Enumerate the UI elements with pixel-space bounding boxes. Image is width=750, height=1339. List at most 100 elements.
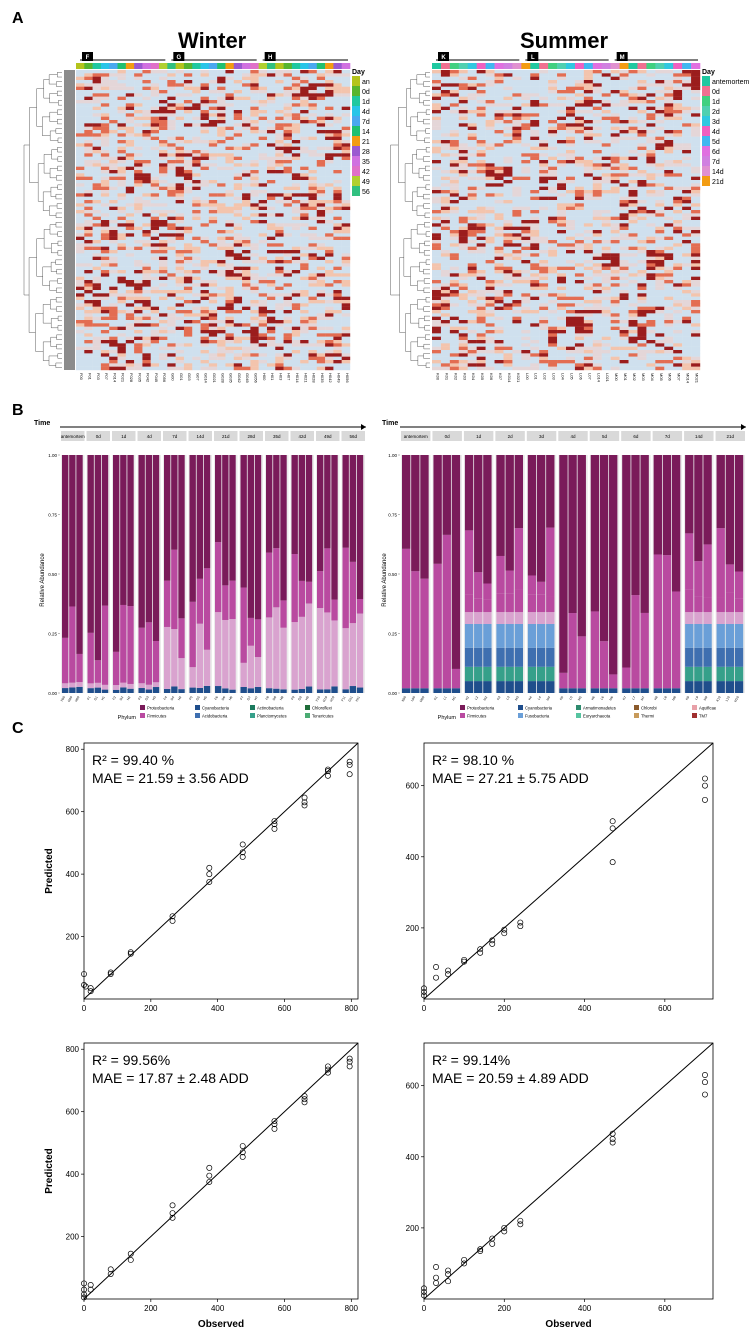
heat-cell — [258, 153, 268, 157]
heat-cell — [233, 336, 243, 341]
heat-cell — [325, 110, 334, 114]
heat-cell — [150, 216, 160, 221]
heat-cell — [134, 250, 143, 254]
heat-cell — [233, 346, 243, 351]
heat-cell — [325, 76, 334, 81]
heat-cell — [84, 333, 93, 337]
heat-cell — [125, 190, 135, 194]
heat-cell — [494, 130, 504, 134]
heat-cell — [316, 193, 326, 197]
heat-cell — [682, 140, 692, 144]
heat-cell — [512, 163, 522, 167]
heat-cell — [467, 140, 477, 144]
heat-cell — [225, 146, 234, 151]
heat-cell — [283, 343, 293, 347]
heat-cell — [619, 230, 629, 234]
heat-cell — [449, 253, 459, 257]
heat-cell — [610, 170, 620, 174]
heat-cell — [84, 273, 93, 277]
heat-cell — [258, 126, 268, 131]
heat-cell — [117, 290, 127, 294]
dendrogram-branch — [57, 90, 62, 96]
heat-cell — [142, 273, 151, 277]
heat-cell — [142, 206, 151, 211]
heat-cell — [84, 320, 93, 324]
heat-cell — [628, 140, 638, 144]
heat-cell — [100, 123, 110, 127]
heat-cell — [646, 153, 656, 157]
heat-cell — [467, 263, 477, 267]
heat-cell — [242, 146, 251, 151]
heat-cell — [691, 220, 701, 224]
heat-cell — [258, 196, 268, 201]
heat-cell — [691, 250, 701, 254]
heat-cell — [494, 256, 504, 261]
heat-cell — [159, 80, 168, 84]
heat-cell — [150, 256, 160, 261]
heat-cell — [100, 80, 110, 84]
heat-cell — [134, 230, 143, 234]
heat-cell — [117, 120, 127, 124]
heat-cell — [242, 206, 251, 211]
heat-cell — [539, 80, 549, 84]
heat-cell — [300, 183, 309, 187]
heat-cell — [601, 250, 611, 254]
heat-cell — [175, 193, 185, 197]
heat-cell — [242, 220, 251, 224]
heat-cell — [521, 140, 531, 144]
heat-cell — [521, 210, 531, 214]
heat-cell — [300, 216, 309, 221]
heat-cell — [92, 193, 102, 197]
heat-cell — [449, 246, 459, 251]
heat-cell — [134, 330, 143, 334]
heat-cell — [574, 256, 585, 261]
heat-cell — [316, 90, 326, 94]
heat-cell — [200, 163, 210, 167]
heat-cell — [691, 140, 701, 144]
heat-cell — [167, 113, 176, 117]
heat-cell — [242, 176, 251, 181]
dendrogram-branch — [56, 175, 62, 181]
legend-title: Day — [352, 69, 365, 76]
heat-cell — [539, 190, 549, 194]
heat-cell — [117, 240, 127, 244]
heat-cell — [175, 146, 185, 151]
heat-cell — [92, 103, 102, 107]
heat-cell — [341, 346, 351, 351]
heat-cell — [601, 80, 611, 84]
heat-cell — [217, 143, 226, 147]
heat-cell — [333, 190, 342, 194]
dendrogram-branch — [49, 205, 58, 216]
heat-cell — [619, 170, 629, 174]
heat-cell — [258, 293, 268, 297]
heat-cell — [566, 93, 576, 97]
heat-cell — [341, 220, 351, 224]
heat-cell — [208, 316, 218, 321]
heat-cell — [92, 110, 102, 114]
heat-cell — [92, 203, 102, 207]
heat-cell — [242, 243, 251, 247]
heat-cell — [583, 116, 593, 121]
heat-cell — [183, 143, 193, 147]
heat-cell — [557, 200, 567, 204]
heat-cell — [183, 360, 193, 364]
heat-cell — [76, 170, 85, 174]
heat-cell — [233, 343, 243, 347]
heat-cell — [266, 326, 276, 331]
heat-cell — [691, 236, 701, 241]
heat-cell — [183, 186, 193, 191]
heat-cell — [167, 300, 176, 304]
heat-cell — [485, 213, 495, 217]
heat-cell — [250, 293, 259, 297]
heat-cell — [583, 180, 593, 184]
heat-cell — [673, 243, 683, 247]
heat-cell — [125, 226, 135, 231]
heat-cell — [92, 270, 102, 274]
heat-cell — [291, 260, 301, 264]
heat-cell — [76, 206, 85, 211]
heat-cell — [167, 356, 176, 361]
heat-cell — [100, 193, 110, 197]
group-label: M — [620, 55, 625, 61]
legend-swatch — [352, 166, 360, 176]
heat-cell — [530, 96, 540, 101]
